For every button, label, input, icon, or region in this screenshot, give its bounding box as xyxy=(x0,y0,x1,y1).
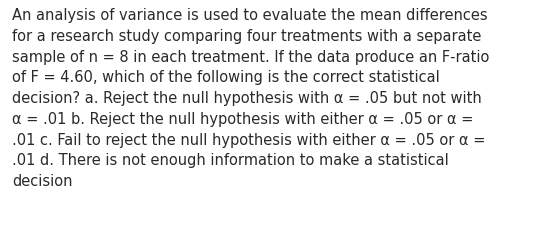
Text: An analysis of variance is used to evaluate the mean differences
for a research : An analysis of variance is used to evalu… xyxy=(12,8,490,188)
